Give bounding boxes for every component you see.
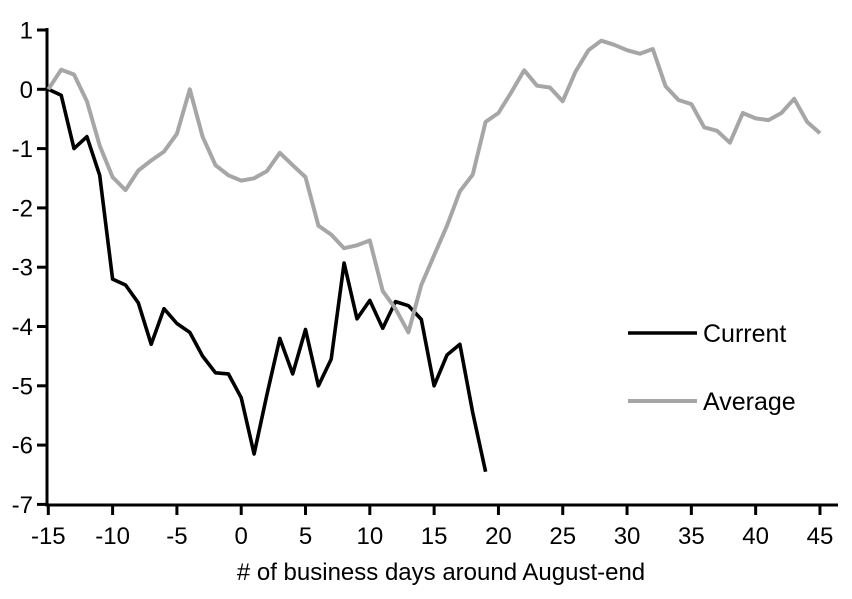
average-line [46,38,822,335]
x-tick-label: 35 [678,523,705,550]
y-tick-label: -5 [12,373,33,400]
y-tick-label: -1 [12,136,33,163]
axes: 10-1-2-3-4-5-6-7-15 -10 -5 0 5 10 15 20 25 30 35 40… [12,18,838,550]
series-lines [46,38,822,473]
y-tick-label: -2 [12,195,33,222]
x-tick-label: 10 [356,523,383,550]
x-tick-label: -5 [166,523,187,550]
x-tick-label: 25 [549,523,576,550]
x-tick-label: -10 [95,523,130,550]
x-tick-label: 20 [485,523,512,550]
x-tick-label: 0 [235,523,248,550]
y-tick-label: 1 [20,18,33,45]
x-tick-label: 45 [807,523,834,550]
legend-average-label: Average [703,388,796,416]
x-tick-label: -15 [31,523,66,550]
current-line [47,87,488,473]
x-tick-label: 15 [421,523,448,550]
y-tick-label: 0 [20,77,33,104]
x-tick-label: 30 [614,523,641,550]
legend-current-label: Current [703,320,786,348]
x-tick-label: 40 [742,523,769,550]
y-tick-label: -3 [12,255,33,282]
x-tick-label: 5 [299,523,312,550]
x-axis-title: # of business days around August-end [237,559,645,586]
y-tick-label: -7 [12,492,33,519]
y-tick-label: -4 [12,314,33,341]
legend: Current Average [628,320,796,416]
y-tick-label: -6 [12,433,33,460]
